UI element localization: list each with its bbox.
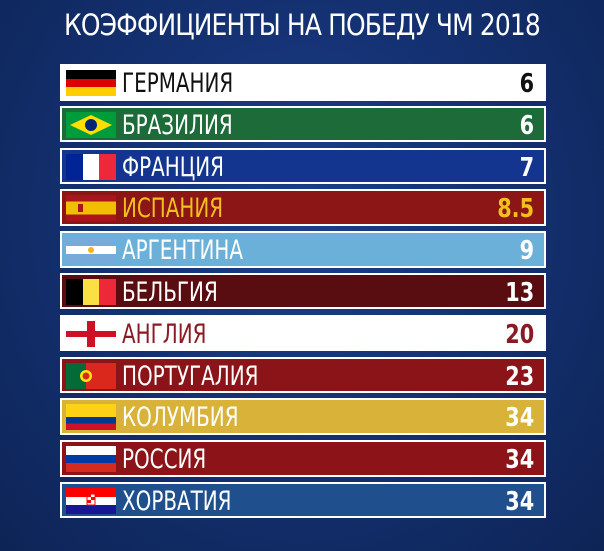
odds-value: 8.5 <box>497 194 534 225</box>
brazil-flag-icon <box>66 111 116 138</box>
argentina-flag-icon <box>66 237 116 264</box>
country-name: АНГЛИЯ <box>122 318 207 350</box>
country-name: РОССИЯ <box>122 444 207 476</box>
odds-value: 6 <box>519 69 534 99</box>
odds-value: 13 <box>505 277 534 308</box>
odds-value: 34 <box>505 403 534 434</box>
country-name: БРАЗИЛИЯ <box>122 109 233 141</box>
belgium-flag-icon <box>66 278 116 305</box>
page-title: КОЭФФИЦИЕНТЫ НА ПОБЕДУ ЧМ 2018 <box>64 8 541 42</box>
country-name: ПОРТУГАЛИЯ <box>122 360 259 392</box>
odds-value: 6 <box>519 110 534 141</box>
spain-flag-icon <box>66 195 116 222</box>
odds-value: 23 <box>505 361 534 392</box>
odds-value: 9 <box>519 236 534 267</box>
table-row: ФРАНЦИЯ 7 <box>60 147 546 185</box>
portugal-flag-icon <box>66 362 116 389</box>
odds-value: 7 <box>519 152 534 183</box>
country-name: ИСПАНИЯ <box>122 193 224 225</box>
country-name: АРГЕНТИНА <box>122 235 244 267</box>
table-row: АНГЛИЯ 20 <box>60 314 546 352</box>
table-row: ИСПАНИЯ 8.5 <box>60 189 546 226</box>
france-flag-icon <box>66 153 116 180</box>
croatia-flag-icon <box>66 487 116 514</box>
table-row: АРГЕНТИНА 9 <box>60 231 546 268</box>
england-flag-icon <box>66 320 116 347</box>
odds-value: 34 <box>505 486 534 517</box>
country-name: КОЛУМБИЯ <box>122 402 239 434</box>
odds-table: ГЕРМАНИЯ 6 БРАЗИЛИЯ 6 ФРАНЦИЯ 7 ИСПАНИЯ … <box>60 64 546 524</box>
table-row: ПОРТУГАЛИЯ 23 <box>60 356 546 394</box>
odds-value: 34 <box>505 445 534 476</box>
country-name: ГЕРМАНИЯ <box>122 68 234 99</box>
russia-flag-icon <box>66 446 116 473</box>
table-row: ГЕРМАНИЯ 6 <box>60 64 546 101</box>
country-name: БЕЛЬГИЯ <box>122 276 218 308</box>
odds-value: 20 <box>505 319 534 350</box>
table-row: ХОРВАТИЯ 34 <box>60 481 546 519</box>
colombia-flag-icon <box>66 404 116 431</box>
country-name: ХОРВАТИЯ <box>122 485 232 517</box>
table-row: БЕЛЬГИЯ 13 <box>60 272 546 310</box>
country-name: ФРАНЦИЯ <box>122 151 224 183</box>
table-row: РОССИЯ 34 <box>60 440 546 477</box>
table-row: КОЛУМБИЯ 34 <box>60 398 546 435</box>
germany-flag-icon <box>66 70 116 96</box>
table-row: БРАЗИЛИЯ 6 <box>60 105 546 143</box>
